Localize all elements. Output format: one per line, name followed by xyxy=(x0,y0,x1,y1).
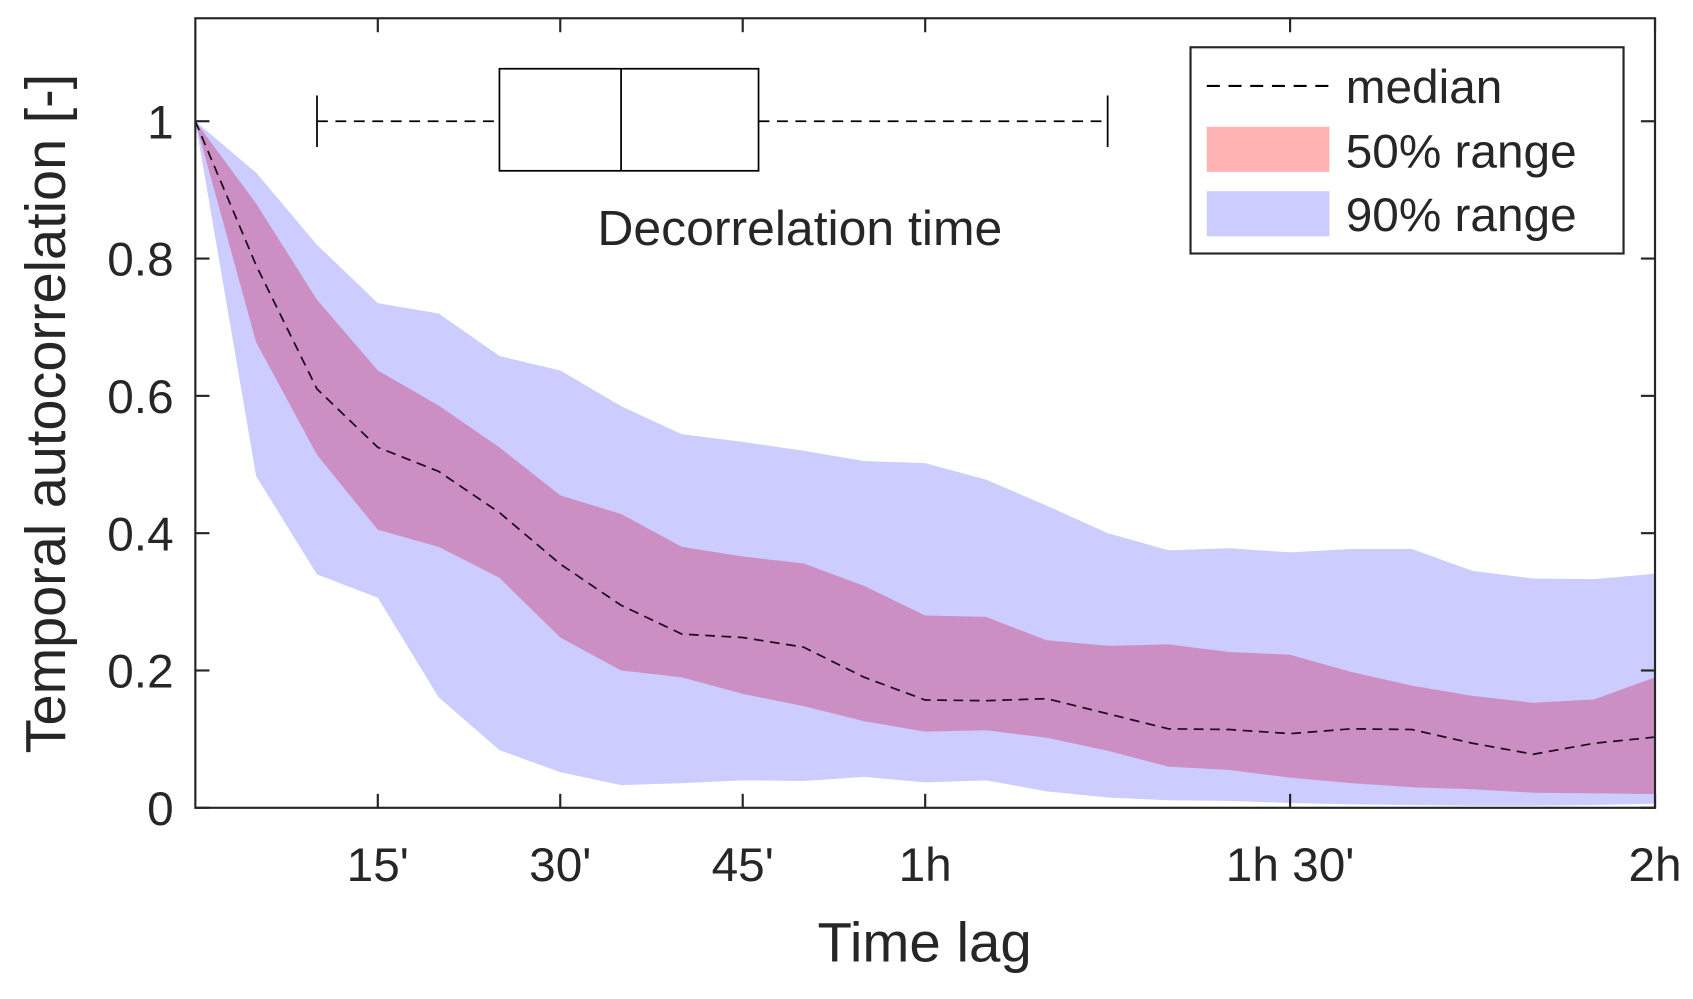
band-50-range xyxy=(195,121,1656,795)
x-axis-label: Time lag xyxy=(818,911,1032,974)
x-tick-label: 45' xyxy=(712,839,774,892)
y-tick-label: 0.8 xyxy=(107,234,173,287)
decorrelation-boxplot xyxy=(316,67,1109,172)
median-line-group xyxy=(194,120,1656,756)
x-tick-label: 15' xyxy=(347,839,409,892)
legend-90-label: 90% range xyxy=(1346,189,1577,242)
legend-50-label: 50% range xyxy=(1346,126,1577,179)
legend-90-swatch xyxy=(1206,191,1330,237)
x-tick-label: 2h xyxy=(1628,839,1681,892)
range-bands xyxy=(195,121,1656,806)
boxplot-label: Decorrelation time xyxy=(597,200,1002,256)
legend: median 50% range 90% range xyxy=(1189,46,1625,255)
box-iqr xyxy=(498,67,760,172)
x-tick-label: 1h xyxy=(899,839,952,892)
axis-ticks: 15' 30' 45' 1h 1h 30' 2h 0 0.2 0.4 0.6 0.8 1 xyxy=(107,18,1682,892)
y-tick-label: 1 xyxy=(147,97,174,150)
legend-50-swatch xyxy=(1206,126,1330,172)
y-axis-label: Temporal autocorrelation [-] xyxy=(14,74,77,754)
y-tick-label: 0.4 xyxy=(107,509,173,562)
y-tick-label: 0 xyxy=(147,783,174,836)
y-tick-label: 0.6 xyxy=(107,371,173,424)
median-line xyxy=(194,120,1656,756)
y-tick-label: 0.2 xyxy=(107,646,173,699)
legend-median-label: median xyxy=(1346,61,1503,114)
x-tick-label: 30' xyxy=(529,839,591,892)
x-tick-label: 1h 30' xyxy=(1226,839,1355,892)
